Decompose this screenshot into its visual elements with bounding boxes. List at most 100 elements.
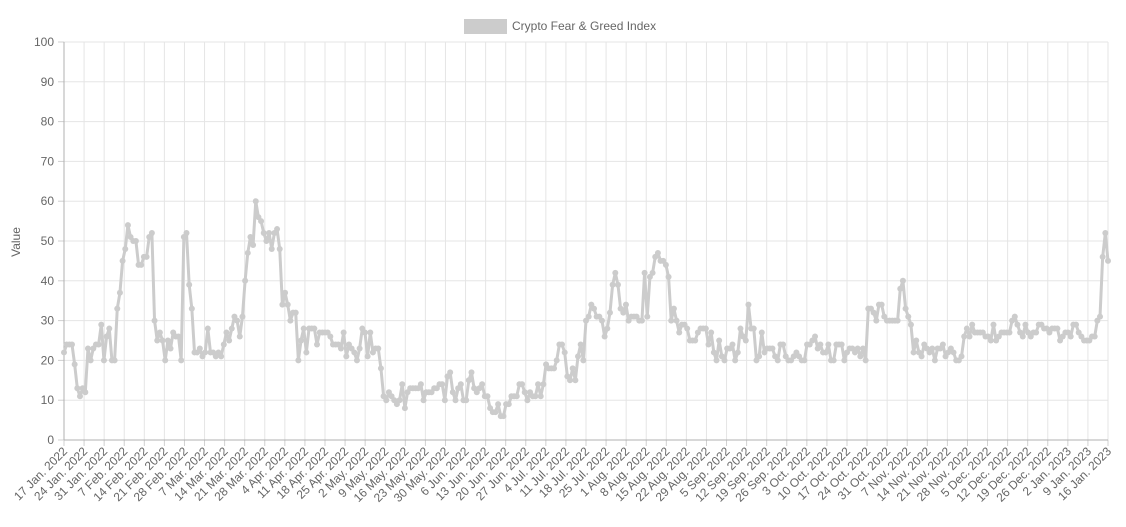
data-point[interactable] xyxy=(734,349,741,356)
data-point[interactable] xyxy=(553,357,560,364)
data-point[interactable] xyxy=(750,325,757,332)
data-point[interactable] xyxy=(274,226,281,233)
data-point[interactable] xyxy=(247,234,254,241)
data-point[interactable] xyxy=(931,357,938,364)
data-point[interactable] xyxy=(673,317,680,324)
data-point[interactable] xyxy=(132,238,139,244)
data-point[interactable] xyxy=(263,238,270,244)
data-point[interactable] xyxy=(420,397,427,404)
data-point[interactable] xyxy=(990,321,997,328)
data-point[interactable] xyxy=(186,281,193,288)
data-point[interactable] xyxy=(918,353,925,360)
data-point[interactable] xyxy=(154,337,161,344)
data-point[interactable] xyxy=(282,289,289,296)
data-point[interactable] xyxy=(987,337,994,344)
data-point[interactable] xyxy=(178,357,185,364)
data-point[interactable] xyxy=(801,357,808,364)
data-point[interactable] xyxy=(662,261,669,268)
data-point[interactable] xyxy=(151,317,158,324)
data-point[interactable] xyxy=(383,397,390,404)
data-point[interactable] xyxy=(119,257,126,264)
data-point[interactable] xyxy=(859,345,866,352)
data-point[interactable] xyxy=(644,313,651,320)
data-point[interactable] xyxy=(716,337,723,344)
data-point[interactable] xyxy=(68,341,75,348)
data-point[interactable] xyxy=(1014,321,1021,328)
data-point[interactable] xyxy=(314,341,321,348)
data-point[interactable] xyxy=(353,357,360,364)
data-point[interactable] xyxy=(463,397,470,404)
data-point[interactable] xyxy=(537,393,544,400)
data-point[interactable] xyxy=(364,353,371,360)
data-point[interactable] xyxy=(902,305,909,312)
data-point[interactable] xyxy=(939,341,946,348)
data-point[interactable] xyxy=(479,381,486,388)
data-point[interactable] xyxy=(106,325,113,332)
data-point[interactable] xyxy=(399,381,406,388)
data-point[interactable] xyxy=(401,405,408,412)
data-point[interactable] xyxy=(561,349,568,356)
data-point[interactable] xyxy=(188,305,195,312)
data-point[interactable] xyxy=(601,333,608,340)
data-point[interactable] xyxy=(162,357,169,364)
data-point[interactable] xyxy=(524,397,531,404)
data-point[interactable] xyxy=(327,333,334,340)
data-point[interactable] xyxy=(228,325,235,332)
data-point[interactable] xyxy=(298,337,305,344)
data-point[interactable] xyxy=(183,230,190,237)
data-point[interactable] xyxy=(377,365,384,372)
data-point[interactable] xyxy=(495,401,502,408)
data-point[interactable] xyxy=(337,345,344,352)
data-point[interactable] xyxy=(159,337,166,344)
data-point[interactable] xyxy=(223,329,230,336)
data-point[interactable] xyxy=(825,341,832,348)
data-point[interactable] xyxy=(708,329,715,336)
data-point[interactable] xyxy=(258,218,265,225)
data-point[interactable] xyxy=(567,377,574,384)
data-point[interactable] xyxy=(292,309,299,316)
data-point[interactable] xyxy=(532,393,539,400)
data-point[interactable] xyxy=(500,413,507,420)
data-point[interactable] xyxy=(769,345,776,352)
data-point[interactable] xyxy=(303,349,310,356)
data-point[interactable] xyxy=(519,381,526,388)
data-point[interactable] xyxy=(830,357,837,364)
data-point[interactable] xyxy=(710,349,717,356)
data-point[interactable] xyxy=(138,261,145,268)
data-point[interactable] xyxy=(862,357,869,364)
data-point[interactable] xyxy=(468,369,475,376)
data-point[interactable] xyxy=(559,341,566,348)
data-point[interactable] xyxy=(396,397,403,404)
data-point[interactable] xyxy=(665,273,672,280)
data-point[interactable] xyxy=(894,317,901,324)
data-point[interactable] xyxy=(540,381,547,388)
data-point[interactable] xyxy=(61,349,67,356)
data-point[interactable] xyxy=(969,321,976,328)
data-point[interactable] xyxy=(705,341,712,348)
data-point[interactable] xyxy=(513,393,520,400)
data-point[interactable] xyxy=(1067,333,1074,340)
data-point[interactable] xyxy=(1022,321,1029,328)
data-point[interactable] xyxy=(1006,329,1013,336)
data-point[interactable] xyxy=(575,353,582,360)
data-point[interactable] xyxy=(260,230,267,237)
data-point[interactable] xyxy=(1102,230,1109,237)
data-point[interactable] xyxy=(279,301,286,308)
data-point[interactable] xyxy=(103,333,110,340)
data-point[interactable] xyxy=(580,357,587,364)
data-point[interactable] xyxy=(913,337,920,344)
data-point[interactable] xyxy=(1097,313,1104,320)
data-point[interactable] xyxy=(598,317,605,324)
data-point[interactable] xyxy=(929,345,936,352)
data-point[interactable] xyxy=(899,277,906,284)
data-point[interactable] xyxy=(220,341,227,348)
data-point[interactable] xyxy=(535,381,542,388)
data-point[interactable] xyxy=(729,341,736,348)
data-point[interactable] xyxy=(111,357,118,364)
data-point[interactable] xyxy=(239,313,246,320)
data-point[interactable] xyxy=(84,345,91,352)
data-point[interactable] xyxy=(465,377,472,384)
data-point[interactable] xyxy=(244,249,251,256)
data-point[interactable] xyxy=(74,385,81,392)
data-point[interactable] xyxy=(812,333,819,340)
